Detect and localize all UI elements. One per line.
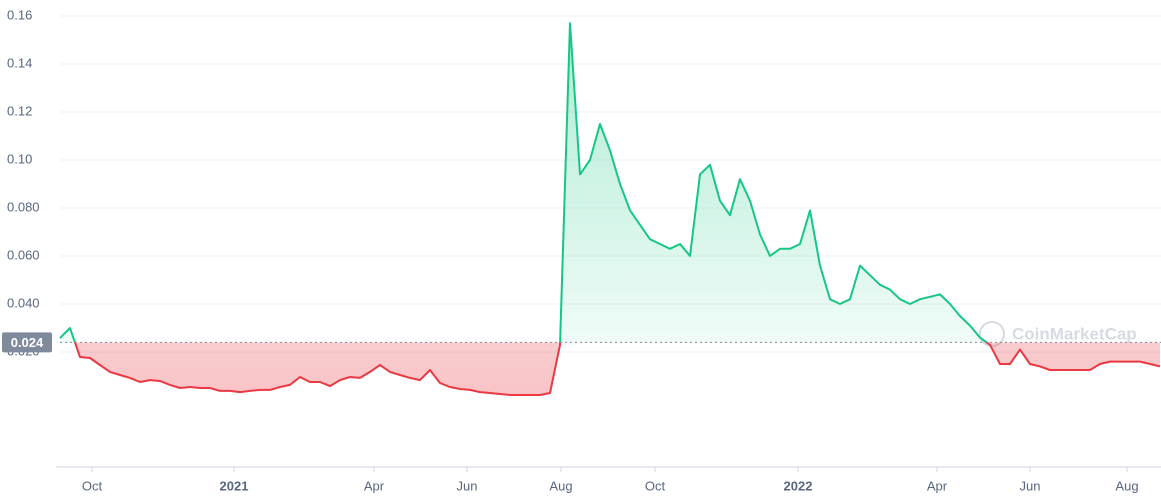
price-line-up	[59, 22, 989, 343]
price-line-down	[73, 342, 1161, 396]
x-tick-label: 2022	[784, 478, 813, 493]
area-down	[60, 342, 1160, 395]
y-tick-label: 0.080	[7, 199, 40, 214]
x-tick-label: Apr	[364, 478, 385, 493]
x-tick-label: Oct	[645, 478, 666, 493]
x-tick-label: Jun	[457, 478, 478, 493]
x-tick-label: Jun	[1020, 478, 1041, 493]
reference-label: 0.024	[11, 335, 44, 350]
y-tick-label: 0.040	[7, 295, 40, 310]
y-tick-label: 0.10	[7, 151, 32, 166]
x-tick-label: 2021	[220, 478, 249, 493]
x-tick-label: Aug	[1115, 478, 1138, 493]
x-tick-label: Oct	[82, 478, 103, 493]
y-tick-label: 0.14	[7, 55, 32, 70]
y-tick-label: 0.060	[7, 247, 40, 262]
y-tick-label: 0.16	[7, 7, 32, 22]
x-tick-label: Aug	[549, 478, 572, 493]
watermark-text: CoinMarketCap	[1012, 324, 1137, 343]
reference-badge	[2, 332, 52, 353]
y-tick-label: 0.12	[7, 103, 32, 118]
x-tick-label: Apr	[927, 478, 948, 493]
area-up	[60, 23, 987, 343]
